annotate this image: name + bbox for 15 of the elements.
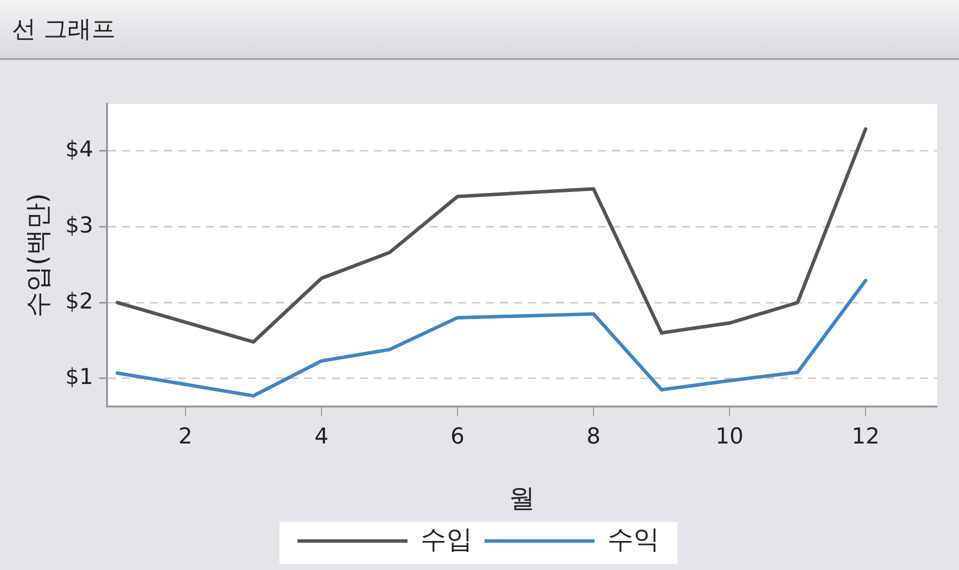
legend-label: 수입	[420, 524, 472, 555]
y-tick-label: $1	[65, 365, 94, 390]
y-axis-title: 수입(백만)	[23, 193, 54, 318]
x-tick-label: 4	[314, 424, 328, 450]
x-tick-label: 12	[852, 424, 880, 450]
x-tick-label: 6	[450, 424, 464, 450]
x-tick-label: 8	[586, 424, 601, 450]
x-tick-label: 2	[178, 424, 192, 450]
chart-title: 선 그래프	[0, 0, 959, 60]
legend-label: 수익	[608, 524, 660, 555]
y-tick-label: $4	[65, 138, 94, 163]
x-axis-title: 월	[509, 484, 536, 514]
x-tick-label: 10	[716, 424, 744, 450]
y-tick-label: $3	[65, 214, 94, 238]
y-tick-label: $2	[65, 289, 94, 314]
